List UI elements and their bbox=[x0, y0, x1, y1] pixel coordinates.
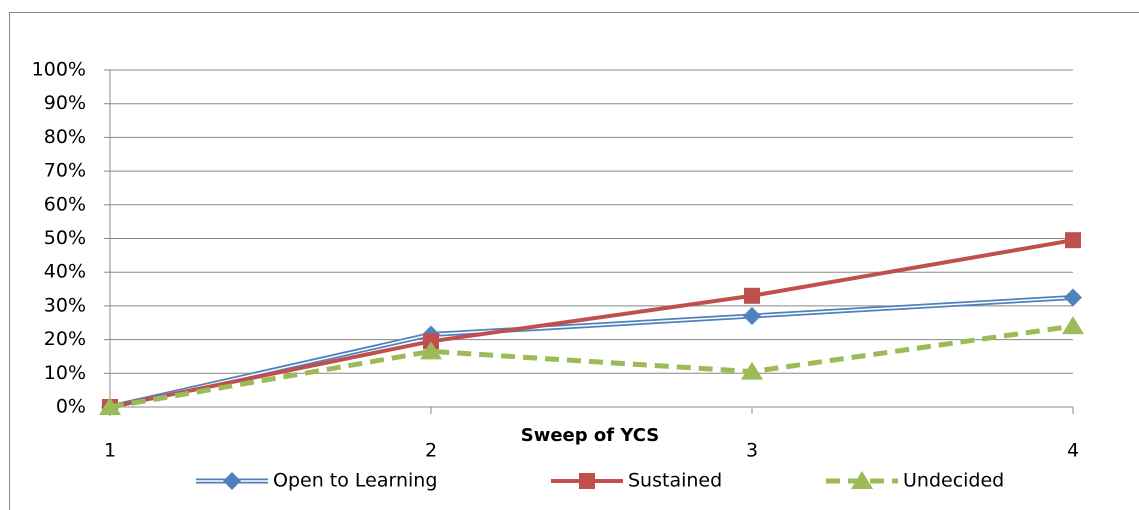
marker bbox=[423, 333, 439, 350]
marker bbox=[99, 397, 121, 415]
marker bbox=[743, 307, 761, 326]
legend-label: Sustained bbox=[628, 470, 722, 492]
legend-marker bbox=[223, 472, 241, 490]
marker bbox=[420, 341, 442, 360]
y-tick-label: 70% bbox=[44, 160, 86, 182]
x-tick-label: 3 bbox=[746, 440, 758, 462]
x-tick-label: 4 bbox=[1067, 440, 1079, 462]
y-tick-label: 10% bbox=[44, 362, 86, 384]
y-tick-label: 90% bbox=[44, 92, 86, 114]
y-tick-label: 60% bbox=[44, 193, 86, 215]
marker bbox=[1065, 232, 1081, 249]
y-tick-label: 50% bbox=[44, 227, 86, 249]
marker bbox=[744, 287, 760, 304]
marker bbox=[1062, 316, 1084, 335]
marker bbox=[741, 361, 763, 380]
y-tick-label: 0% bbox=[56, 396, 86, 418]
legend-label: Undecided bbox=[903, 470, 1004, 492]
legend-marker bbox=[579, 473, 595, 489]
x-tick-label: 2 bbox=[425, 440, 437, 462]
series-line-inner bbox=[109, 296, 1074, 408]
y-tick-label: 80% bbox=[44, 126, 86, 148]
x-tick-label: 1 bbox=[104, 440, 116, 462]
series-line bbox=[109, 323, 1074, 410]
series-line bbox=[109, 238, 1074, 409]
legend-label: Open to Learning bbox=[273, 470, 437, 492]
y-tick-label: 100% bbox=[32, 59, 86, 81]
y-tick-label: 30% bbox=[44, 294, 86, 316]
marker bbox=[1064, 288, 1082, 307]
y-tick-label: 40% bbox=[44, 261, 86, 283]
legend-marker bbox=[851, 471, 873, 489]
y-tick-label: 20% bbox=[44, 328, 86, 350]
x-axis-label: Sweep of YCS bbox=[521, 425, 660, 446]
